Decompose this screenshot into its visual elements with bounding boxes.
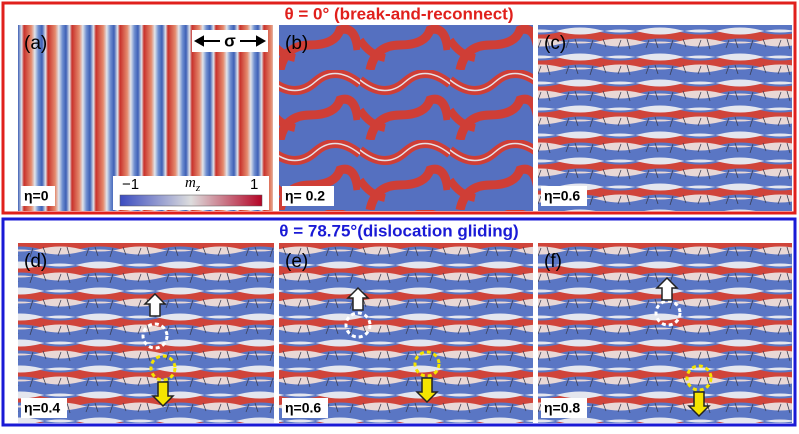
panel-e	[279, 243, 533, 423]
panel-b	[279, 25, 533, 211]
panel-label: (e)	[285, 251, 308, 272]
panel-label: (f)	[544, 251, 562, 272]
panel-label: (d)	[24, 251, 47, 272]
colorbar-quantity: mz	[185, 175, 201, 193]
eta-label: η=0	[24, 188, 49, 204]
eta-box	[21, 398, 67, 418]
eta-box	[21, 186, 55, 206]
eta-box	[282, 186, 334, 206]
eta-box	[541, 398, 587, 418]
colorbar	[119, 194, 263, 207]
panel-label: (c)	[544, 33, 566, 54]
eta-label: η=0.4	[24, 400, 60, 416]
colorbar-max: 1	[250, 176, 258, 193]
dislocation-markers	[141, 276, 713, 418]
panel-label: (b)	[285, 33, 308, 54]
bottom-title: θ = 78.75°(dislocation gliding)	[279, 221, 518, 240]
top-frame	[1, 1, 797, 215]
eta-label: η= 0.2	[285, 188, 325, 204]
panel-c	[538, 25, 792, 211]
quantity: m	[185, 175, 196, 191]
eta-box	[541, 186, 587, 206]
quantity-subscript: z	[195, 182, 201, 194]
stress-arrows	[193, 35, 267, 47]
top-title: θ = 0° (break-and-reconnect)	[284, 4, 513, 23]
eta-box	[282, 398, 328, 418]
panel-d	[18, 243, 274, 423]
panel-label: (a)	[24, 33, 47, 54]
panel-f	[538, 243, 792, 423]
stress-box	[192, 30, 268, 52]
eta-label: η=0.6	[285, 400, 321, 416]
eta-label: η=0.6	[544, 188, 580, 204]
bottom-frame	[1, 217, 797, 427]
colorbar-min: −1	[122, 176, 139, 193]
stress-label: σ	[224, 31, 236, 50]
eta-label: η=0.8	[544, 400, 580, 416]
